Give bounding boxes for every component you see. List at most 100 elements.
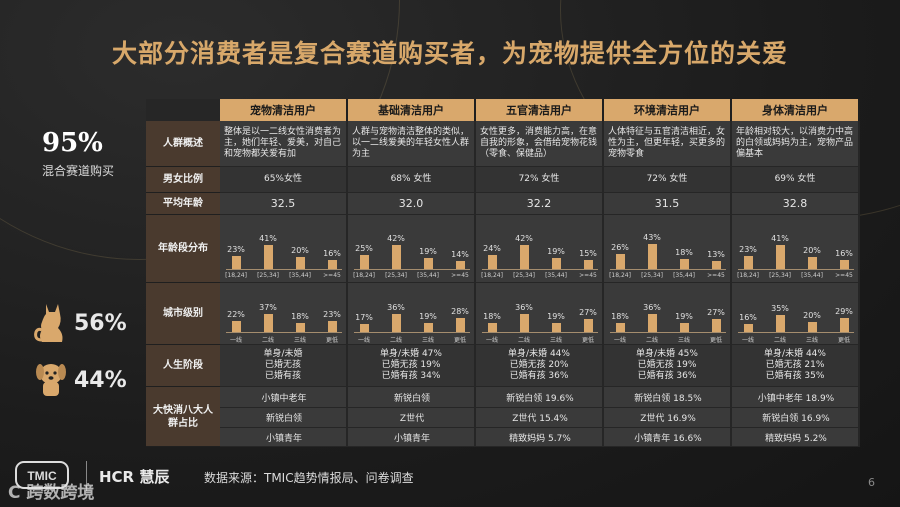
segment-divider bbox=[476, 427, 604, 428]
life-stage-line: 单身/未婚 44% bbox=[508, 348, 570, 359]
segment-divider bbox=[220, 407, 348, 408]
row-label: 人群概述 bbox=[146, 121, 220, 167]
watermark: C 跨数跨境 bbox=[8, 483, 95, 503]
bar-value-label: 41% bbox=[259, 234, 277, 243]
life-stage-line: 单身/未婚 45% bbox=[636, 348, 698, 359]
segment-line: 小镇中老年 bbox=[261, 394, 307, 404]
life-stage-line: 已婚有孩 36% bbox=[637, 371, 697, 382]
chart-bar bbox=[391, 314, 401, 332]
gender-cell: 68% 女性 bbox=[348, 167, 476, 193]
life-stage-line: 单身/未婚 47% bbox=[380, 348, 442, 359]
bar-value-label: 36% bbox=[643, 303, 661, 312]
gender-row: 男女比例 65%女性 68% 女性 72% 女性 72% 女性 69% 女性 bbox=[146, 167, 860, 193]
life-stage-line: 已婚无孩 21% bbox=[765, 359, 825, 370]
bar-value-label: 18% bbox=[675, 248, 693, 257]
bar-value-label: 26% bbox=[611, 243, 629, 252]
chart-bar bbox=[455, 318, 465, 332]
age-dist-chart: 23% [18,24] 41% [25,34] 20% [35,44] 16% >=45 bbox=[220, 215, 348, 283]
bar-value-label: 20% bbox=[803, 311, 821, 320]
segments-row: 大快消八大人群占比 小镇中老年 新锐白领 小镇青年 新锐白领 Z世代 小镇青年 新锐白领… bbox=[146, 387, 860, 447]
age-dist-chart: 25% [18,24] 42% [25,34] 19% [35,44] 14% >=45 bbox=[348, 215, 476, 283]
segment-line: Z世代 16.9% bbox=[640, 414, 696, 424]
bar-value-label: 19% bbox=[547, 247, 565, 256]
cat-pct: 56% bbox=[74, 310, 127, 336]
age-dist-chart: 24% [18,24] 42% [25,34] 19% [35,44] 15% >=45 bbox=[476, 215, 604, 283]
x-tick-label: 二线 bbox=[645, 337, 658, 344]
segment-divider bbox=[732, 407, 860, 408]
chart-axis bbox=[738, 332, 854, 333]
segment-divider bbox=[348, 407, 476, 408]
chart-axis bbox=[610, 332, 726, 333]
cat-stat: 56% bbox=[34, 300, 127, 346]
segments-cell: 新锐白领 19.6% Z世代 15.4% 精致妈妈 5.7% bbox=[476, 387, 604, 447]
bar-value-label: 17% bbox=[355, 313, 373, 322]
chart-bar bbox=[263, 314, 273, 332]
x-tick-label: [35,44] bbox=[417, 272, 439, 279]
header-corner bbox=[146, 99, 220, 121]
chart-bar bbox=[455, 261, 465, 269]
x-tick-label: >=45 bbox=[835, 272, 853, 279]
bar-value-label: 19% bbox=[419, 312, 437, 321]
column-header: 身体清洁用户 bbox=[732, 99, 860, 121]
chart-bar bbox=[359, 324, 369, 332]
chart-axis bbox=[482, 332, 598, 333]
age-dist-chart: 26% [18,24] 43% [25,34] 18% [35,44] 13% >=45 bbox=[604, 215, 732, 283]
segment-line: 新锐白领 18.5% bbox=[634, 394, 702, 404]
life-stage-line: 已婚有孩 35% bbox=[765, 371, 825, 382]
chart-bar bbox=[231, 321, 241, 332]
gender-cell: 65%女性 bbox=[220, 167, 348, 193]
chart-bar bbox=[775, 245, 785, 269]
life-stage-row: 人生阶段 单身/未婚 已婚无孩 已婚有孩 单身/未婚 47% 已婚无孩 19% 已婚有孩… bbox=[146, 345, 860, 387]
segments-cell: 新锐白领 18.5% Z世代 16.9% 小镇青年 16.6% bbox=[604, 387, 732, 447]
x-tick-label: 更低 bbox=[453, 337, 466, 344]
life-stage-line: 已婚有孩 34% bbox=[381, 371, 441, 382]
segment-divider bbox=[604, 427, 732, 428]
bar-value-label: 41% bbox=[771, 234, 789, 243]
bar-value-label: 14% bbox=[451, 250, 469, 259]
x-tick-label: [35,44] bbox=[289, 272, 311, 279]
x-tick-label: >=45 bbox=[579, 272, 597, 279]
city-row: 城市级别 22% 一线 37% 二线 18% 三线 23% 更低 17% 一线 36% 二线 19% 三… bbox=[146, 283, 860, 345]
hcr-logo: HCR 慧辰 bbox=[99, 467, 170, 486]
chart-bar bbox=[519, 245, 529, 269]
chart-bar bbox=[487, 323, 497, 332]
bar-value-label: 19% bbox=[547, 312, 565, 321]
x-tick-label: 三线 bbox=[421, 337, 434, 344]
x-tick-label: [18,24] bbox=[737, 272, 759, 279]
chart-bar bbox=[711, 319, 721, 332]
row-label: 城市级别 bbox=[146, 283, 220, 345]
life-stage-line: 已婚有孩 36% bbox=[509, 371, 569, 382]
segments-cell: 小镇中老年 新锐白领 小镇青年 bbox=[220, 387, 348, 447]
city-chart: 18% 一线 36% 二线 19% 三线 27% 更低 bbox=[604, 283, 732, 345]
segment-divider bbox=[732, 427, 860, 428]
bar-value-label: 27% bbox=[579, 308, 597, 317]
segment-divider bbox=[604, 407, 732, 408]
bar-value-label: 28% bbox=[451, 307, 469, 316]
segment-divider bbox=[476, 407, 604, 408]
row-label: 年龄段分布 bbox=[146, 215, 220, 283]
segment-line: 精致妈妈 5.7% bbox=[509, 434, 571, 444]
gender-cell: 69% 女性 bbox=[732, 167, 860, 193]
mixed-track-pct: 95% bbox=[42, 128, 103, 158]
x-tick-label: [25,34] bbox=[513, 272, 535, 279]
life-stage-line: 已婚无孩 19% bbox=[381, 359, 441, 370]
bar-value-label: 29% bbox=[835, 307, 853, 316]
chart-bar bbox=[231, 256, 241, 269]
x-tick-label: 一线 bbox=[741, 337, 754, 344]
row-label: 男女比例 bbox=[146, 167, 220, 193]
segment-line: 新锐白领 bbox=[265, 414, 302, 424]
life-stage-cell: 单身/未婚 47% 已婚无孩 19% 已婚有孩 34% bbox=[348, 345, 476, 387]
bar-value-label: 18% bbox=[483, 312, 501, 321]
chart-bar bbox=[615, 323, 625, 332]
overview-cell: 整体是以一二线女性消费者为主，她们年轻、爱美，对自己和宠物都关爱有加 bbox=[220, 121, 348, 167]
chart-bar bbox=[743, 256, 753, 269]
mixed-track-label: 混合赛道购买 bbox=[42, 164, 115, 178]
segment-line: 新锐白领 16.9% bbox=[762, 414, 830, 424]
chart-bar bbox=[775, 315, 785, 332]
chart-bar bbox=[743, 324, 753, 332]
x-tick-label: 一线 bbox=[229, 337, 242, 344]
chart-bar bbox=[679, 259, 689, 269]
bar-value-label: 37% bbox=[259, 303, 277, 312]
chart-bar bbox=[679, 323, 689, 332]
